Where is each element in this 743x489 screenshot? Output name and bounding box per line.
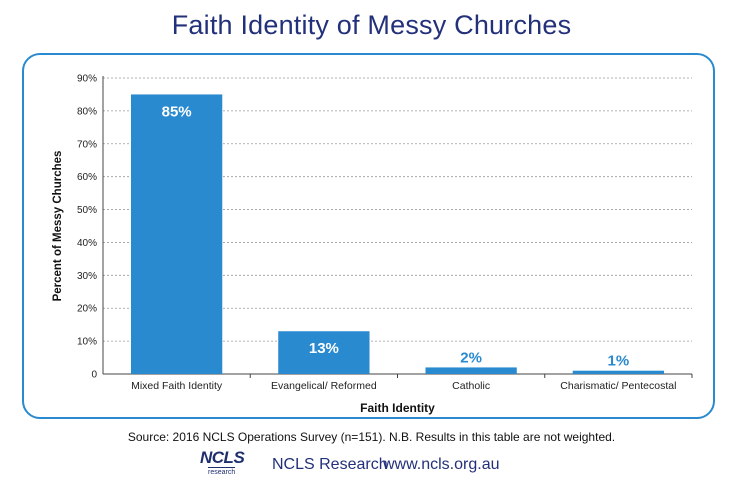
source-note: Source: 2016 NCLS Operations Survey (n=1…: [127, 430, 616, 444]
data-label: 85%: [162, 103, 192, 120]
footer: NCLS research NCLS Research www.ncls.org…: [200, 448, 600, 484]
bar: [130, 94, 223, 374]
bar: [278, 331, 370, 374]
x-axis-title: Faith Identity: [360, 401, 435, 415]
chart-title: Faith Identity of Messy Churches: [171, 10, 572, 40]
y-tick-label: 60%: [77, 172, 97, 183]
x-tick-label: Charismatic/ Pentecostal: [560, 380, 676, 392]
logo-text: NCLS: [200, 448, 245, 467]
y-tick-label: 90%: [77, 74, 97, 85]
x-tick-label: Catholic: [452, 380, 490, 392]
logo-subtext: research: [208, 467, 236, 476]
y-tick-label: 30%: [77, 271, 97, 282]
data-label: 2%: [460, 349, 482, 366]
y-tick-label: 50%: [77, 205, 97, 216]
bar: [572, 370, 665, 374]
y-axis-title: Percent of Messy Churches: [52, 151, 64, 302]
y-tick-label: 0: [91, 370, 97, 381]
x-tick-label: Mixed Faith Identity: [131, 380, 223, 392]
y-tick-label: 70%: [77, 139, 97, 150]
y-tick-label: 40%: [77, 238, 97, 249]
y-tick-label: 10%: [77, 337, 97, 348]
y-tick-label: 80%: [77, 106, 97, 117]
org-url-link[interactable]: www.ncls.org.au: [383, 456, 500, 473]
data-label: 13%: [309, 340, 339, 357]
chart-frame: [22, 53, 715, 419]
y-tick-label: 20%: [77, 304, 97, 315]
data-label: 1%: [608, 353, 630, 370]
x-tick-label: Evangelical/ Reformed: [271, 380, 377, 392]
ncls-logo: NCLS research: [200, 448, 254, 482]
org-name: NCLS Research: [272, 456, 388, 473]
bar: [425, 367, 517, 374]
